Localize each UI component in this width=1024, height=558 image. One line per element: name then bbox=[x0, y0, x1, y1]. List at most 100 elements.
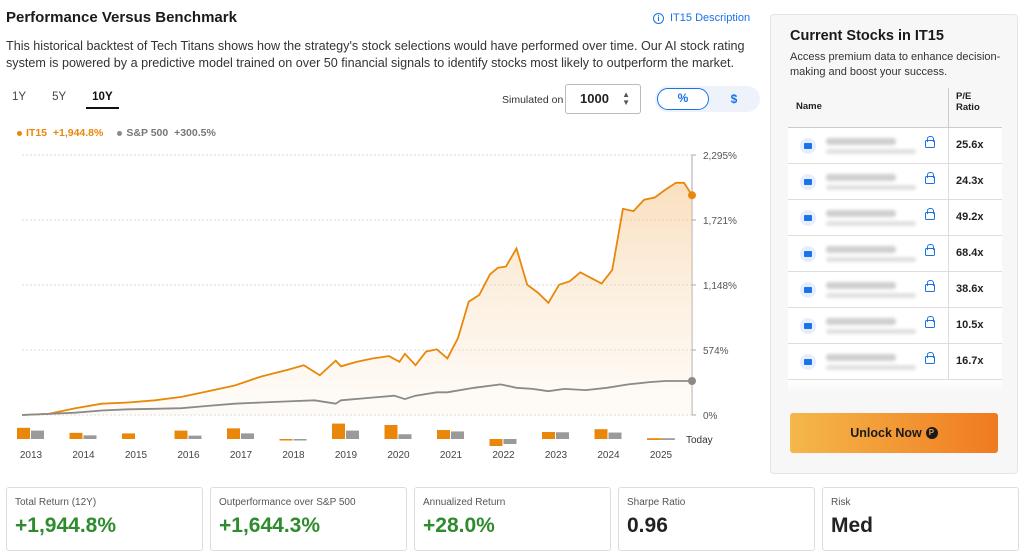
bar-sp500-2021 bbox=[451, 431, 464, 439]
bar-it15-2021 bbox=[437, 430, 450, 439]
blurred-name bbox=[826, 282, 896, 289]
x-tick-label: 2013 bbox=[20, 450, 43, 461]
legend-sp500-name: S&P 500 bbox=[126, 127, 169, 139]
legend-it15-name: IT15 bbox=[26, 127, 48, 139]
performance-chart[interactable]: 0% 574% 1,148% 1,721% 2,295% 2013 2014 2015 2016… bbox=[0, 140, 760, 470]
table-row[interactable]: 25.6x bbox=[788, 128, 1002, 164]
pe-ratio: 16.7x bbox=[956, 355, 984, 367]
bar-it15-2014 bbox=[69, 432, 83, 439]
x-tick-label: 2021 bbox=[440, 450, 463, 461]
blurred-name bbox=[826, 318, 896, 325]
chart-legend: IT15 +1,944.8% S&P 500 +300.5% bbox=[17, 127, 216, 139]
x-tick-label: 2015 bbox=[125, 450, 148, 461]
col-name: Name bbox=[796, 101, 822, 112]
bar-it15-2016 bbox=[174, 430, 188, 439]
description-link[interactable]: i IT15 Description bbox=[653, 12, 750, 24]
strategy-description: This historical backtest of Tech Titans … bbox=[6, 39, 745, 70]
bar-it15-2018 bbox=[279, 439, 293, 441]
company-logo-icon bbox=[800, 174, 816, 190]
bar-it15-2017 bbox=[227, 428, 240, 439]
stepper-down-icon[interactable]: ▼ bbox=[622, 98, 630, 107]
bar-it15-2024 bbox=[594, 429, 608, 439]
bar-sp500-2018 bbox=[293, 439, 307, 441]
lock-icon[interactable] bbox=[925, 172, 935, 184]
blurred-ticker bbox=[826, 185, 916, 190]
stat-annualized-return: Annualized Return +28.0% bbox=[414, 487, 611, 551]
bar-it15-2020 bbox=[384, 425, 398, 439]
stocks-table: Name P/E Ratio 25.6x 24.3x 49.2x 68.4x 38.6x 1… bbox=[788, 88, 1002, 380]
bar-sp500-2024 bbox=[608, 432, 622, 439]
y-tick-label: 2,295% bbox=[703, 151, 737, 162]
simulated-amount-value: 1000 bbox=[580, 91, 609, 106]
blurred-ticker bbox=[826, 365, 916, 370]
pe-ratio: 38.6x bbox=[956, 283, 984, 295]
unlock-label: Unlock Now bbox=[850, 426, 922, 440]
stat-total-return: Total Return (12Y) +1,944.8% bbox=[6, 487, 203, 551]
description-link-label: IT15 Description bbox=[670, 12, 751, 24]
page-title: Performance Versus Benchmark bbox=[6, 9, 237, 26]
divider bbox=[948, 164, 949, 199]
divider bbox=[948, 344, 949, 379]
divider bbox=[948, 272, 949, 307]
stat-label: Total Return (12Y) bbox=[15, 497, 97, 508]
divider bbox=[948, 236, 949, 271]
stat-value: 0.96 bbox=[627, 514, 668, 537]
blurred-ticker bbox=[826, 221, 916, 226]
lock-icon[interactable] bbox=[925, 244, 935, 256]
table-row[interactable]: 16.7x bbox=[788, 344, 1002, 380]
lock-icon[interactable] bbox=[925, 280, 935, 292]
divider bbox=[948, 308, 949, 343]
pe-ratio: 10.5x bbox=[956, 319, 984, 331]
stat-value: +1,944.8% bbox=[15, 514, 117, 537]
stat-sharpe-ratio: Sharpe Ratio 0.96 bbox=[618, 487, 815, 551]
stat-risk: Risk Med bbox=[822, 487, 1019, 551]
stepper-arrows-icon[interactable]: ▲ ▼ bbox=[622, 91, 630, 107]
pe-ratio: 68.4x bbox=[956, 247, 984, 259]
toggle-dollar[interactable]: $ bbox=[730, 92, 738, 106]
stat-outperformance: Outperformance over S&P 500 +1,644.3% bbox=[210, 487, 407, 551]
tab-5y[interactable]: 5Y bbox=[52, 91, 67, 103]
y-tick-label: 0% bbox=[703, 411, 718, 422]
unit-toggle: % $ bbox=[655, 86, 760, 112]
stocks-rows: 25.6x 24.3x 49.2x 68.4x 38.6x 10.5x 16.7x bbox=[788, 128, 1002, 380]
blurred-ticker bbox=[826, 149, 916, 154]
toggle-percent[interactable]: % bbox=[657, 88, 709, 110]
lock-icon[interactable] bbox=[925, 316, 935, 328]
tab-10y[interactable]: 10Y bbox=[86, 91, 119, 109]
blurred-name bbox=[826, 210, 896, 217]
x-tick-label: 2024 bbox=[597, 450, 620, 461]
blurred-name bbox=[826, 354, 896, 361]
x-tick-label: 2022 bbox=[492, 450, 515, 461]
tab-1y[interactable]: 1Y bbox=[12, 91, 27, 103]
lock-icon[interactable] bbox=[925, 352, 935, 364]
legend-sp500-value: +300.5% bbox=[174, 127, 216, 139]
stat-label: Sharpe Ratio bbox=[627, 497, 686, 508]
x-tick-label: 2020 bbox=[387, 450, 410, 461]
blurred-name bbox=[826, 138, 896, 145]
legend-sp500[interactable]: S&P 500 +300.5% bbox=[117, 127, 216, 139]
legend-it15[interactable]: IT15 +1,944.8% bbox=[17, 127, 103, 139]
y-tick-label: 574% bbox=[703, 346, 729, 357]
today-label: Today bbox=[686, 435, 713, 446]
premium-icon bbox=[925, 413, 938, 453]
y-tick-label: 1,721% bbox=[703, 216, 737, 227]
table-row[interactable]: 38.6x bbox=[788, 272, 1002, 308]
sp500-end-point bbox=[688, 377, 696, 386]
company-logo-icon bbox=[800, 318, 816, 334]
col-pe: P/E Ratio bbox=[956, 91, 996, 113]
it15-area bbox=[22, 182, 692, 415]
panel-title: Current Stocks in IT15 bbox=[790, 28, 944, 44]
bar-it15-2015 bbox=[122, 433, 135, 439]
table-row[interactable]: 24.3x bbox=[788, 164, 1002, 200]
lock-icon[interactable] bbox=[925, 208, 935, 220]
table-row[interactable]: 10.5x bbox=[788, 308, 1002, 344]
stepper-up-icon[interactable]: ▲ bbox=[622, 90, 630, 99]
simulated-amount-stepper[interactable]: 1000 ▲ ▼ bbox=[565, 84, 641, 114]
pe-ratio: 24.3x bbox=[956, 175, 984, 187]
table-row[interactable]: 68.4x bbox=[788, 236, 1002, 272]
unlock-now-button[interactable]: Unlock Now bbox=[790, 413, 998, 453]
lock-icon[interactable] bbox=[925, 136, 935, 148]
table-row[interactable]: 49.2x bbox=[788, 200, 1002, 236]
stat-value: +28.0% bbox=[423, 514, 495, 537]
y-tick-label: 1,148% bbox=[703, 281, 737, 292]
